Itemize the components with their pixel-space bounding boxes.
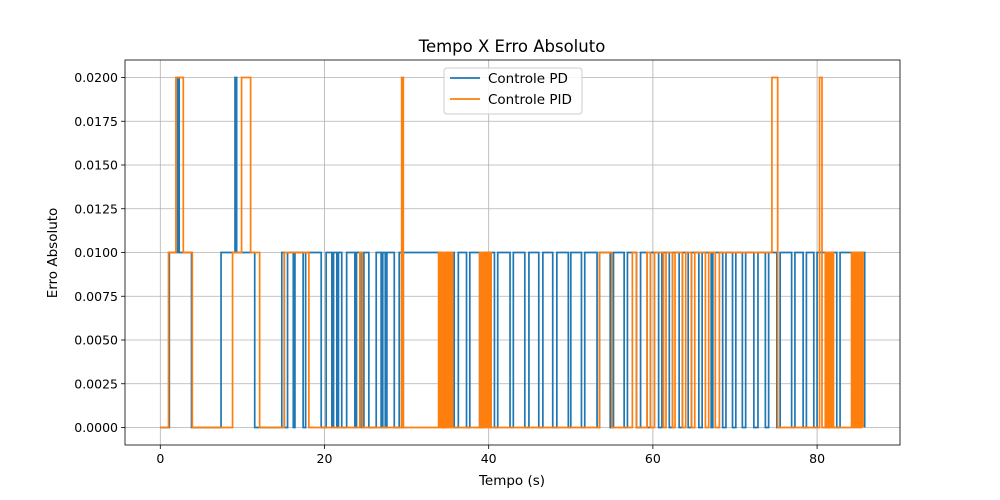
y-tick-label: 0.0050 — [74, 333, 118, 348]
legend-label-pd: Controle PD — [488, 71, 568, 87]
x-axis-label: Tempo (s) — [478, 473, 545, 489]
x-tick-label: 20 — [317, 451, 333, 466]
series-line-pd — [160, 76, 866, 429]
series-line-pid — [160, 76, 864, 429]
y-tick-label: 0.0200 — [74, 70, 118, 85]
axis-ticks: 0 20 40 60 80 0.0000 0.0025 0.0050 0.0075 0.0100 0… — [74, 70, 825, 466]
plot-series — [160, 76, 866, 429]
legend: Controle PD Controle PID — [443, 67, 583, 115]
y-tick-label: 0.0100 — [74, 245, 118, 260]
y-tick-label: 0.0175 — [74, 114, 118, 129]
x-tick-label: 80 — [809, 451, 825, 466]
x-tick-label: 60 — [645, 451, 661, 466]
y-tick-label: 0.0125 — [74, 201, 118, 216]
x-tick-label: 0 — [156, 451, 164, 466]
y-tick-label: 0.0025 — [74, 376, 118, 391]
legend-box — [443, 67, 583, 115]
y-tick-label: 0.0150 — [74, 158, 118, 173]
chart-title: Tempo X Erro Absoluto — [418, 37, 606, 56]
y-axis-label: Erro Absoluto — [45, 208, 61, 299]
y-tick-label: 0.0075 — [74, 289, 118, 304]
x-tick-label: 40 — [481, 451, 497, 466]
y-tick-label: 0.0000 — [74, 420, 118, 435]
legend-label-pid: Controle PID — [488, 92, 572, 108]
